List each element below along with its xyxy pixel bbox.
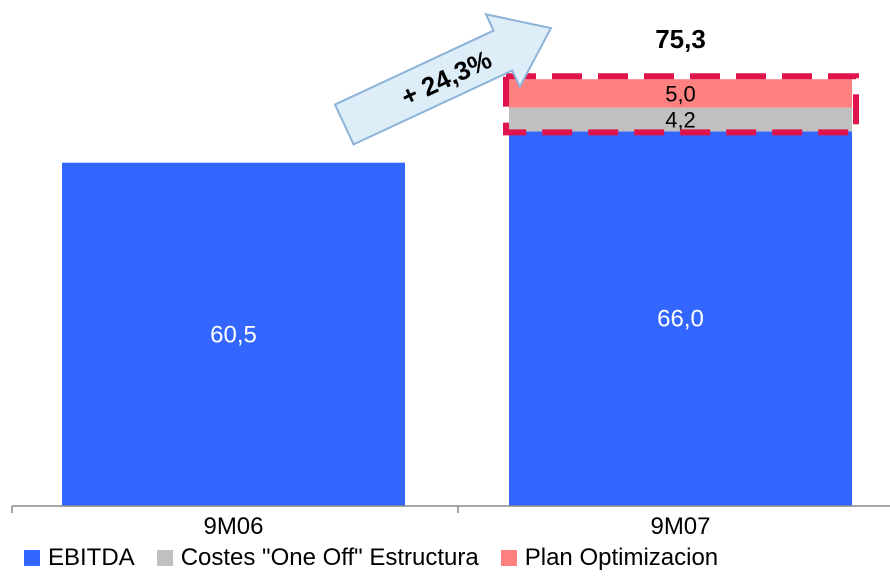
x-tick-label: 9M06 bbox=[203, 513, 263, 540]
legend-item: Plan Optimizacion bbox=[500, 544, 719, 572]
legend-swatch bbox=[156, 550, 173, 566]
bar-plan-optimizacion-9M07 bbox=[509, 79, 852, 108]
legend-item: EBITDA bbox=[24, 544, 135, 572]
arrow-shape bbox=[333, 12, 553, 146]
data-label: 60,5 bbox=[210, 321, 257, 348]
legend-item: Costes "One Off" Estructura bbox=[156, 544, 479, 572]
bars-layer: 60,5 66,0 4,25,0 bbox=[62, 79, 852, 506]
highlight-dashed-box bbox=[503, 73, 859, 136]
overlay-layer: 75,3+ 24,3% bbox=[333, 12, 859, 146]
bar-ebitda-9M07 bbox=[509, 131, 852, 506]
bar-costes-one-off-estructura-9M07 bbox=[509, 107, 852, 132]
legend: EBITDA Costes "One Off" Estructura Plan Op… bbox=[0, 543, 890, 573]
legend-label: Costes "One Off" Estructura bbox=[180, 544, 479, 571]
legend-label: EBITDA bbox=[48, 544, 135, 571]
legend-label: Plan Optimizacion bbox=[524, 544, 719, 571]
legend-swatch bbox=[500, 550, 517, 566]
data-label: 4,2 bbox=[665, 108, 696, 133]
data-label: 5,0 bbox=[665, 81, 696, 106]
bar-ebitda-9M06 bbox=[62, 162, 405, 506]
legend-swatch bbox=[24, 550, 40, 566]
data-label: 66,0 bbox=[657, 306, 704, 333]
total-label: 75,3 bbox=[655, 24, 706, 54]
x-tick-label: 9M07 bbox=[650, 513, 710, 540]
x-tick-labels: 9M06 9M07 bbox=[203, 513, 710, 540]
